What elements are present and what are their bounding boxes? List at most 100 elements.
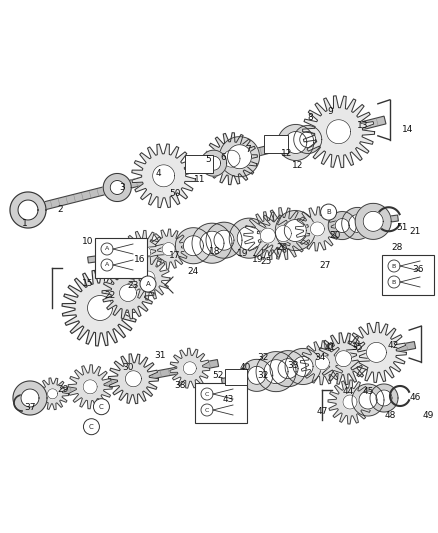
Polygon shape [192, 223, 232, 263]
Text: 46: 46 [410, 393, 420, 402]
Text: 49: 49 [422, 410, 434, 419]
Polygon shape [229, 218, 269, 258]
Polygon shape [27, 116, 386, 214]
Text: 26: 26 [276, 244, 288, 253]
Text: 35: 35 [351, 343, 363, 352]
Polygon shape [295, 207, 339, 251]
Text: 48: 48 [384, 410, 396, 419]
Text: 19: 19 [252, 255, 264, 264]
Polygon shape [119, 249, 131, 261]
Bar [95, 238, 147, 278]
Text: 12: 12 [292, 160, 304, 169]
Text: 42: 42 [387, 341, 399, 350]
Polygon shape [359, 391, 377, 409]
Polygon shape [132, 144, 195, 208]
Text: B: B [326, 209, 331, 215]
Polygon shape [214, 230, 234, 250]
Polygon shape [162, 243, 175, 256]
Polygon shape [223, 150, 240, 167]
Text: 51: 51 [396, 222, 408, 231]
Text: 52: 52 [212, 370, 224, 379]
Text: 40: 40 [239, 362, 251, 372]
Text: 44: 44 [343, 387, 353, 397]
Polygon shape [237, 226, 261, 250]
Polygon shape [29, 360, 219, 401]
Polygon shape [88, 295, 113, 320]
Text: 8: 8 [307, 114, 313, 123]
Text: 19: 19 [237, 249, 249, 259]
Polygon shape [137, 245, 151, 260]
Text: 22: 22 [104, 292, 116, 301]
Polygon shape [205, 133, 258, 185]
Circle shape [388, 276, 400, 288]
Polygon shape [300, 132, 316, 148]
Text: 28: 28 [391, 244, 403, 253]
Circle shape [140, 276, 156, 292]
Text: 11: 11 [194, 175, 206, 184]
Text: 32: 32 [257, 370, 268, 379]
Polygon shape [284, 220, 306, 241]
Text: 43: 43 [223, 395, 234, 405]
Text: 38: 38 [174, 381, 186, 390]
Text: 3: 3 [119, 182, 125, 191]
Text: 33: 33 [287, 360, 299, 369]
Polygon shape [367, 342, 386, 362]
Polygon shape [219, 136, 259, 177]
Polygon shape [200, 231, 224, 255]
Polygon shape [328, 212, 356, 239]
Polygon shape [126, 256, 170, 300]
Polygon shape [300, 341, 344, 385]
Polygon shape [108, 354, 159, 403]
Circle shape [201, 404, 213, 416]
Polygon shape [285, 132, 307, 154]
Polygon shape [278, 359, 298, 378]
Text: 25: 25 [260, 257, 272, 266]
Polygon shape [264, 360, 288, 384]
Bar [264, 135, 288, 153]
Polygon shape [184, 236, 203, 256]
Text: 34: 34 [314, 352, 326, 361]
Polygon shape [376, 390, 392, 406]
Polygon shape [327, 120, 350, 144]
Polygon shape [10, 192, 46, 228]
Polygon shape [257, 208, 309, 260]
Text: C: C [205, 392, 209, 397]
Polygon shape [260, 228, 276, 243]
Polygon shape [293, 357, 313, 376]
Circle shape [321, 204, 336, 220]
Text: 10: 10 [82, 237, 94, 246]
Polygon shape [88, 215, 399, 263]
Text: 50: 50 [169, 189, 181, 198]
Polygon shape [241, 359, 273, 391]
Polygon shape [153, 165, 175, 187]
Polygon shape [276, 211, 315, 251]
Polygon shape [335, 219, 349, 232]
Text: 13: 13 [357, 120, 369, 130]
Text: 7: 7 [245, 146, 251, 155]
Text: 23: 23 [127, 280, 139, 289]
Polygon shape [125, 371, 141, 387]
Polygon shape [36, 378, 69, 410]
Polygon shape [110, 181, 124, 195]
Polygon shape [68, 365, 112, 409]
Text: 32: 32 [257, 352, 268, 361]
Text: 16: 16 [134, 255, 146, 264]
Text: C: C [99, 403, 104, 410]
Polygon shape [276, 225, 291, 241]
Circle shape [84, 419, 99, 435]
Text: 6: 6 [220, 152, 226, 161]
Text: A: A [145, 281, 150, 287]
Polygon shape [346, 322, 406, 382]
Text: 17: 17 [169, 251, 181, 260]
Text: 21: 21 [410, 228, 420, 237]
Text: B: B [392, 279, 396, 285]
Text: 4: 4 [155, 168, 161, 177]
Text: A: A [105, 262, 109, 268]
Polygon shape [21, 389, 39, 407]
Text: 9: 9 [327, 108, 333, 117]
Polygon shape [294, 125, 322, 154]
Polygon shape [370, 384, 398, 412]
Circle shape [101, 243, 113, 255]
Text: 2: 2 [57, 206, 63, 214]
Polygon shape [103, 174, 131, 201]
